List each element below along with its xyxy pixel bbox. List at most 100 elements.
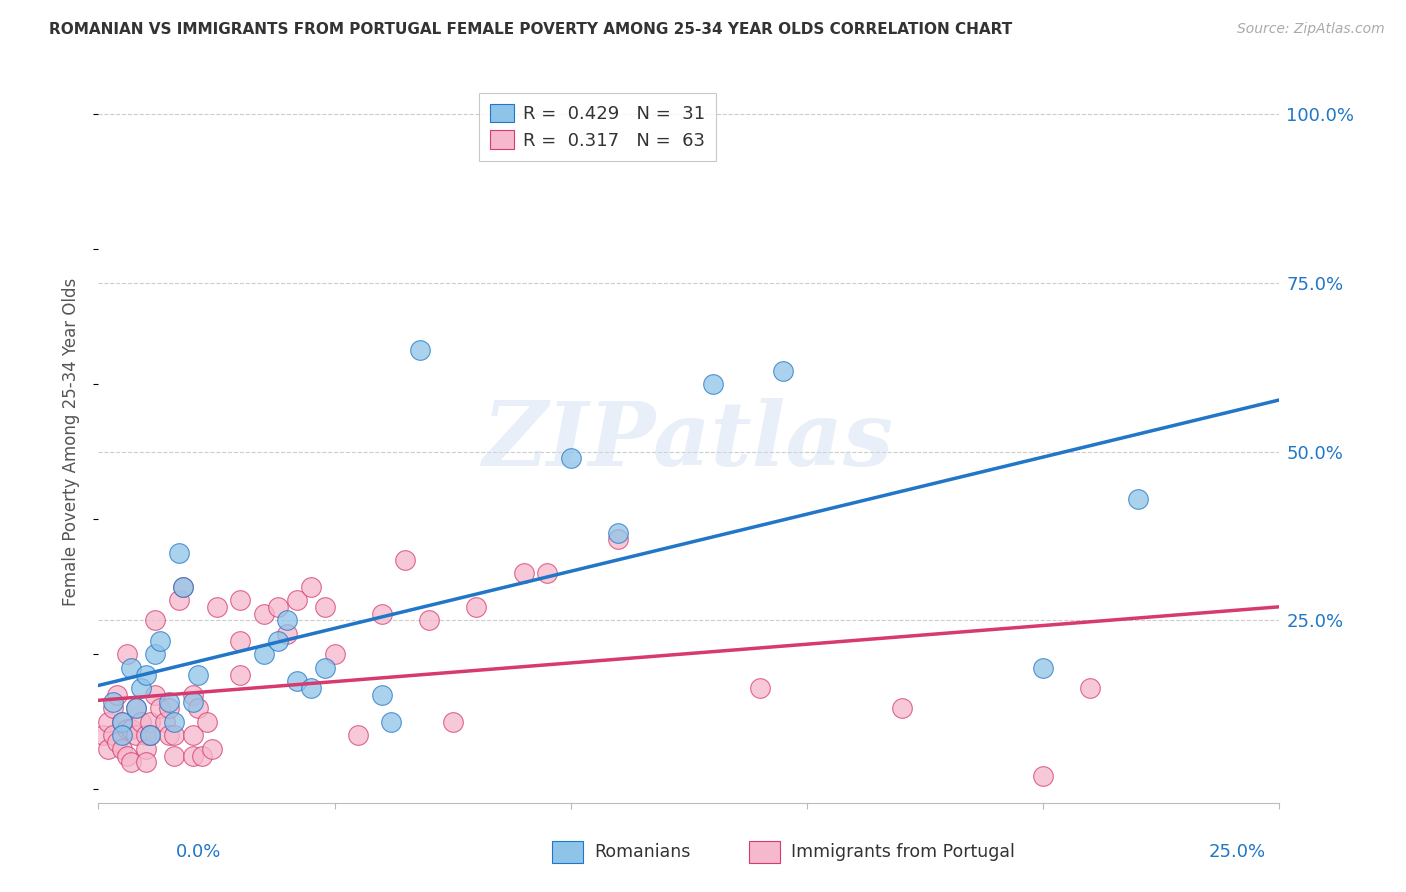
- Point: [314, 599, 336, 614]
- Point: [149, 701, 172, 715]
- Point: [748, 681, 770, 695]
- Point: [153, 714, 176, 729]
- Point: [314, 661, 336, 675]
- Legend: R =  0.429   N =  31, R =  0.317   N =  63: R = 0.429 N = 31, R = 0.317 N = 63: [479, 93, 716, 161]
- Point: [323, 647, 346, 661]
- Point: [149, 633, 172, 648]
- Point: [111, 714, 134, 729]
- Point: [201, 741, 224, 756]
- Point: [276, 627, 298, 641]
- Point: [121, 756, 143, 770]
- Point: [187, 701, 209, 715]
- Point: [139, 714, 162, 729]
- Point: [135, 741, 157, 756]
- Point: [267, 633, 290, 648]
- Point: [702, 377, 724, 392]
- Point: [101, 701, 124, 715]
- Point: [276, 614, 298, 628]
- Text: Source: ZipAtlas.com: Source: ZipAtlas.com: [1237, 22, 1385, 37]
- Point: [121, 722, 143, 736]
- Point: [139, 728, 162, 742]
- Point: [181, 694, 204, 708]
- Point: [371, 607, 394, 621]
- Point: [143, 688, 166, 702]
- Point: [772, 364, 794, 378]
- Point: [560, 451, 582, 466]
- Point: [135, 756, 157, 770]
- Point: [129, 714, 152, 729]
- Point: [267, 599, 290, 614]
- Point: [163, 714, 186, 729]
- Point: [111, 714, 134, 729]
- Point: [890, 701, 912, 715]
- Point: [371, 688, 394, 702]
- Point: [229, 667, 252, 681]
- Point: [285, 593, 308, 607]
- Point: [115, 748, 138, 763]
- Point: [1080, 681, 1102, 695]
- Point: [105, 688, 128, 702]
- Point: [125, 728, 148, 742]
- Point: [97, 714, 120, 729]
- Point: [157, 694, 180, 708]
- Point: [135, 667, 157, 681]
- Point: [135, 728, 157, 742]
- Point: [157, 701, 180, 715]
- Point: [157, 728, 180, 742]
- Point: [121, 661, 143, 675]
- Point: [125, 701, 148, 715]
- Text: ZIPatlas: ZIPatlas: [484, 399, 894, 484]
- Point: [167, 546, 190, 560]
- Point: [607, 525, 630, 540]
- Point: [1032, 769, 1054, 783]
- Point: [143, 647, 166, 661]
- Text: Romanians: Romanians: [593, 843, 690, 862]
- Point: [1126, 491, 1149, 506]
- Point: [163, 748, 186, 763]
- Point: [229, 633, 252, 648]
- Point: [97, 741, 120, 756]
- Point: [536, 566, 558, 581]
- Point: [380, 714, 402, 729]
- Point: [607, 533, 630, 547]
- Point: [512, 566, 534, 581]
- Point: [418, 614, 440, 628]
- Point: [347, 728, 370, 742]
- Point: [253, 647, 276, 661]
- Point: [105, 735, 128, 749]
- Text: 25.0%: 25.0%: [1208, 843, 1265, 861]
- Point: [441, 714, 464, 729]
- Point: [125, 701, 148, 715]
- Point: [465, 599, 488, 614]
- Point: [111, 741, 134, 756]
- Point: [394, 552, 416, 566]
- Point: [299, 580, 322, 594]
- Point: [163, 728, 186, 742]
- Point: [1032, 661, 1054, 675]
- Point: [408, 343, 430, 358]
- Point: [172, 580, 194, 594]
- Text: Immigrants from Portugal: Immigrants from Portugal: [790, 843, 1015, 862]
- Point: [229, 593, 252, 607]
- Point: [139, 728, 162, 742]
- Text: ROMANIAN VS IMMIGRANTS FROM PORTUGAL FEMALE POVERTY AMONG 25-34 YEAR OLDS CORREL: ROMANIAN VS IMMIGRANTS FROM PORTUGAL FEM…: [49, 22, 1012, 37]
- Point: [285, 674, 308, 689]
- Point: [129, 681, 152, 695]
- Point: [143, 614, 166, 628]
- Point: [181, 748, 204, 763]
- Point: [115, 722, 138, 736]
- Point: [167, 593, 190, 607]
- Point: [172, 580, 194, 594]
- Point: [191, 748, 214, 763]
- Point: [187, 667, 209, 681]
- Point: [111, 728, 134, 742]
- Point: [181, 728, 204, 742]
- Point: [253, 607, 276, 621]
- Text: 0.0%: 0.0%: [176, 843, 221, 861]
- Point: [181, 688, 204, 702]
- Point: [91, 728, 114, 742]
- Point: [101, 694, 124, 708]
- Point: [299, 681, 322, 695]
- Point: [205, 599, 228, 614]
- Point: [115, 647, 138, 661]
